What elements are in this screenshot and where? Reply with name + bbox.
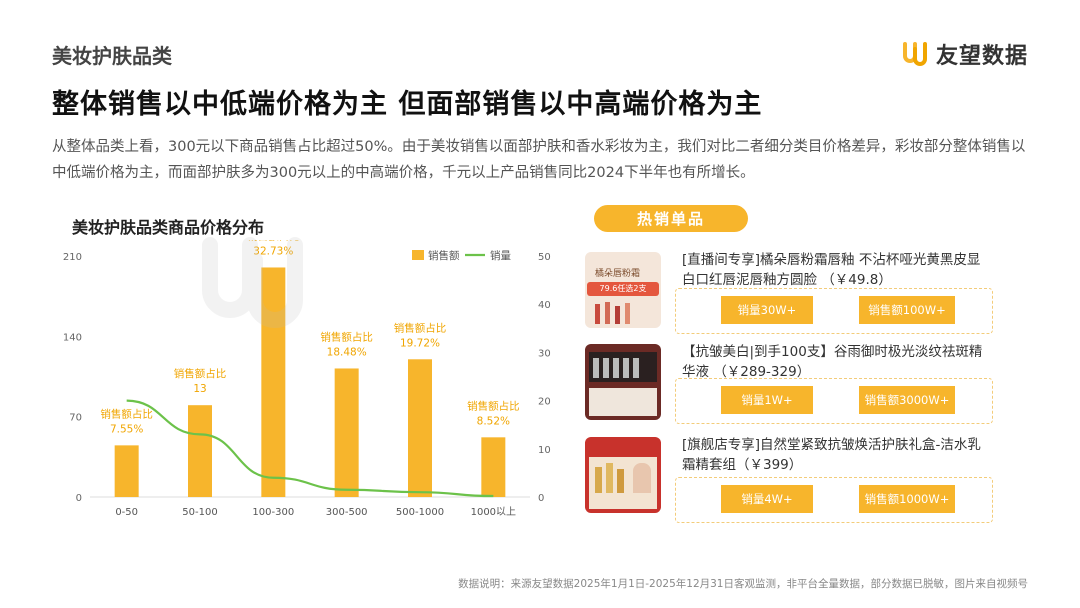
brand-logo: 友望数据 bbox=[902, 38, 1028, 70]
legend-swatch-sales bbox=[412, 250, 424, 260]
y-left-tick-label: 210 bbox=[63, 252, 82, 263]
x-tick-label: 50-100 bbox=[182, 507, 217, 518]
sales-amount-badge: 销售额1000W+ bbox=[859, 485, 955, 513]
data-label-value: 8.52% bbox=[477, 415, 510, 427]
bar bbox=[408, 359, 432, 497]
bar bbox=[188, 405, 212, 497]
x-tick-label: 0-50 bbox=[115, 507, 138, 518]
product-stats-2: 销量1W+ 销售额3000W+ bbox=[675, 378, 993, 424]
line-series-sales-volume bbox=[126, 399, 494, 498]
y-right-tick-label: 30 bbox=[538, 348, 551, 359]
sales-volume-badge: 销量4W+ bbox=[721, 485, 813, 513]
bar bbox=[334, 368, 359, 497]
legend-label-volume: 销量 bbox=[490, 249, 511, 262]
y-right-tick-label: 50 bbox=[538, 252, 551, 263]
chart-title: 美妆护肤品类商品价格分布 bbox=[72, 218, 265, 237]
y-right-tick-label: 10 bbox=[538, 445, 551, 456]
data-source-note: 数据说明：来源友望数据2025年1月1日-2025年12月31日客观监测，非平台… bbox=[458, 578, 1028, 590]
category-label: 美妆护肤品类 bbox=[52, 44, 172, 68]
data-label-value: 32.73% bbox=[253, 245, 293, 257]
sales-volume-badge: 销量1W+ bbox=[721, 386, 813, 414]
data-label-name: 销售额占比 bbox=[174, 367, 227, 380]
y-left-tick-label: 70 bbox=[69, 413, 82, 424]
thumb-text-2: 79.6任选2支 bbox=[587, 282, 659, 296]
product-card-2[interactable]: 【抗皱美白|到手100支】谷雨御时极光淡纹祛斑精华液 （￥289-329） 销量… bbox=[585, 344, 997, 428]
data-label-value: 19.72% bbox=[400, 337, 440, 349]
product-title-3: [旗舰店专享]自然堂紧致抗皱焕活护肤礼盒-洁水乳霜精套组（￥399） bbox=[682, 437, 981, 473]
y-right-tick-label: 40 bbox=[538, 300, 551, 311]
legend-label-sales: 销售额 bbox=[428, 249, 460, 262]
product-stats-3: 销量4W+ 销售额1000W+ bbox=[675, 477, 993, 523]
sales-volume-badge: 销量30W+ bbox=[721, 296, 813, 324]
data-label-name: 销售额占比 bbox=[247, 240, 300, 242]
product-title-1: [直播间专享]橘朵唇粉霜唇釉 不沾杯哑光黄黑皮显白口红唇泥唇釉方圆脸 （￥49.… bbox=[682, 252, 981, 288]
product-thumbnail-1: 橘朵唇粉霜 79.6任选2支 bbox=[585, 252, 661, 328]
bar bbox=[481, 437, 506, 497]
x-tick-label: 500-1000 bbox=[396, 507, 444, 518]
product-card-1[interactable]: 橘朵唇粉霜 79.6任选2支 [直播间专享]橘朵唇粉霜唇釉 不沾杯哑光黄黑皮显白… bbox=[585, 252, 997, 336]
data-label-name: 销售额占比 bbox=[100, 407, 153, 420]
data-label-name: 销售额占比 bbox=[394, 321, 447, 334]
sales-amount-badge: 销售额3000W+ bbox=[859, 386, 955, 414]
x-tick-label: 100-300 bbox=[252, 507, 294, 518]
data-label-value: 18.48% bbox=[327, 346, 367, 358]
sales-amount-badge: 销售额100W+ bbox=[859, 296, 955, 324]
data-label-value: 7.55% bbox=[110, 423, 143, 435]
brand-mark-icon bbox=[902, 42, 927, 66]
product-card-3[interactable]: [旗舰店专享]自然堂紧致抗皱焕活护肤礼盒-洁水乳霜精套组（￥399） 销量4W+… bbox=[585, 437, 997, 523]
data-label-value: 13 bbox=[193, 383, 206, 395]
y-left-tick-label: 140 bbox=[63, 332, 82, 343]
y-left-tick-label: 0 bbox=[76, 493, 82, 504]
data-label-name: 销售额占比 bbox=[320, 330, 373, 343]
y-right-tick-label: 20 bbox=[538, 397, 551, 408]
brand-name: 友望数据 bbox=[935, 44, 1028, 69]
bar bbox=[261, 267, 286, 497]
data-label-name: 销售额占比 bbox=[467, 399, 520, 412]
y-right-tick-label: 0 bbox=[538, 493, 544, 504]
hot-products-title: 热销单品 bbox=[594, 205, 748, 232]
x-tick-label: 300-500 bbox=[326, 507, 368, 518]
product-title-2: 【抗皱美白|到手100支】谷雨御时极光淡纹祛斑精华液 （￥289-329） bbox=[682, 344, 983, 380]
product-thumbnail-3 bbox=[585, 437, 661, 513]
page-title: 整体销售以中低端价格为主 但面部销售以中高端价格为主 bbox=[52, 89, 763, 120]
product-stats-1: 销量30W+ 销售额100W+ bbox=[675, 288, 993, 334]
thumb-text-1: 橘朵唇粉霜 bbox=[595, 269, 641, 279]
price-distribution-chart: 0 70 140 210 0 10 20 30 40 50 0-50 销售额占比 7.55% 50-100… bbox=[63, 240, 551, 518]
bar bbox=[114, 445, 139, 497]
product-thumbnail-2 bbox=[585, 344, 661, 420]
x-tick-label: 1000以上 bbox=[471, 506, 516, 518]
description-text: 从整体品类上看，300元以下商品销售占比超过50%。由于美妆销售以面部护肤和香水… bbox=[52, 139, 1026, 181]
